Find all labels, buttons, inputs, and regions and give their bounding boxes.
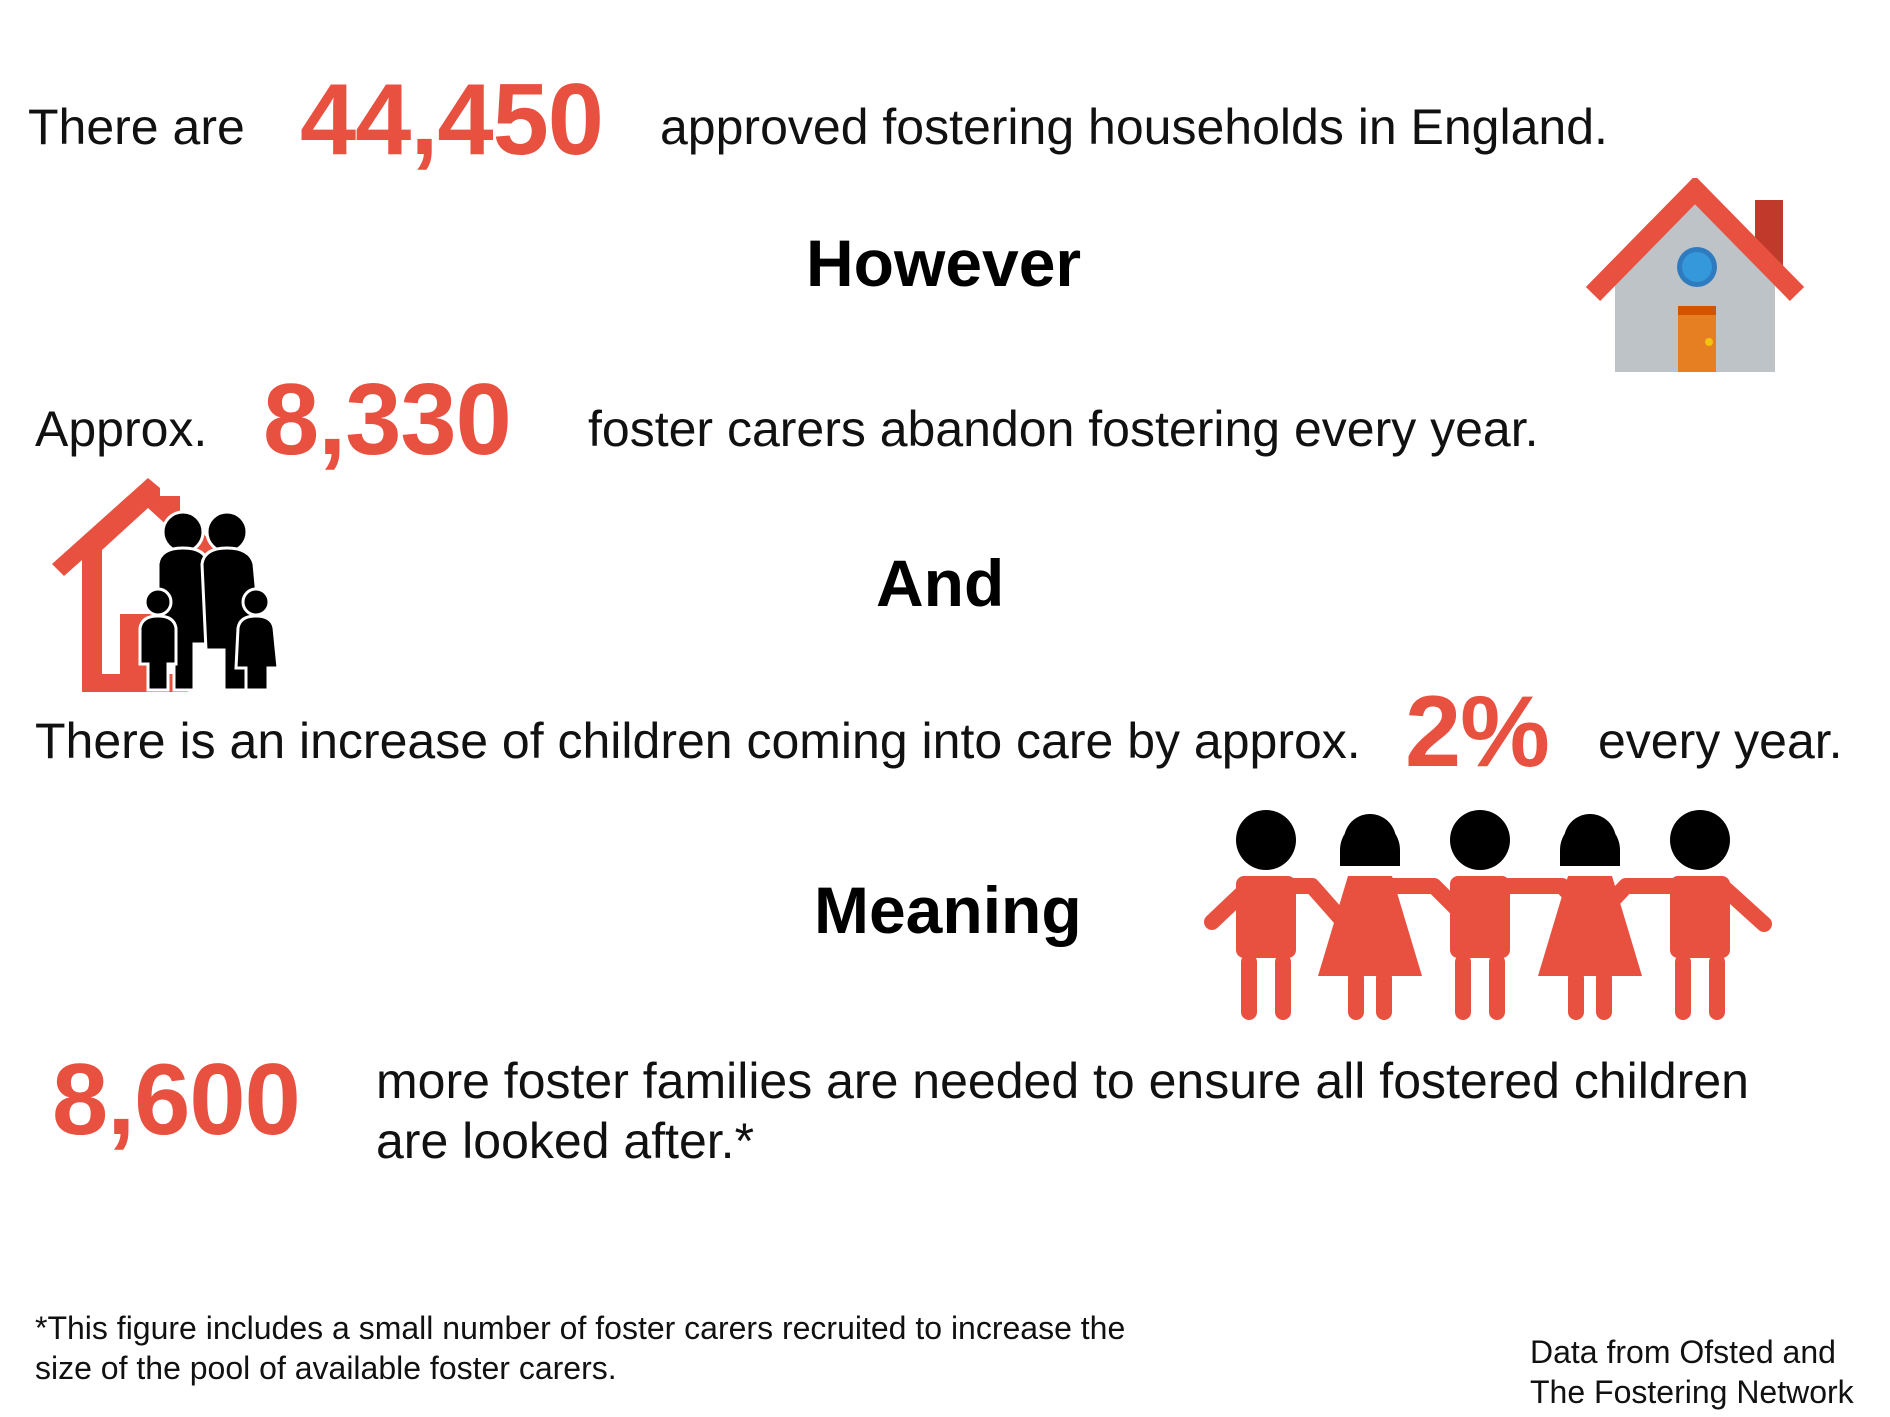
heading-meaning: Meaning	[814, 873, 1082, 947]
carers-leaving-count: 8,330	[263, 364, 512, 476]
families-needed-count: 8,600	[52, 1044, 301, 1156]
line4-suffix-line2: are looked after.*	[376, 1113, 755, 1169]
line2-suffix: foster carers abandon fostering every ye…	[588, 401, 1539, 457]
footnote-line1: *This figure includes a small number of …	[35, 1310, 1126, 1346]
line1-prefix: There are	[28, 99, 245, 155]
heading-and: And	[876, 546, 1005, 620]
increase-percent: 2%	[1405, 676, 1550, 788]
footnote: *This figure includes a small number of …	[35, 1308, 1125, 1388]
line2-prefix: Approx.	[35, 401, 208, 457]
family-home-icon	[52, 478, 280, 692]
line4-suffix-line1: more foster families are needed to ensur…	[376, 1053, 1749, 1109]
heading-however: However	[806, 226, 1082, 300]
households-count: 44,450	[300, 64, 604, 176]
children-holding-hands-icon	[1204, 810, 1772, 1020]
house-icon	[1585, 178, 1805, 372]
line3-prefix: There is an increase of children coming …	[35, 713, 1361, 769]
line1-suffix: approved fostering households in England…	[660, 99, 1608, 155]
line3-suffix: every year.	[1598, 713, 1843, 769]
data-source: Data from Ofsted and The Fostering Netwo…	[1530, 1332, 1854, 1412]
data-source-line1: Data from Ofsted and	[1530, 1334, 1836, 1370]
data-source-line2: The Fostering Network	[1530, 1374, 1854, 1410]
footnote-line2: size of the pool of available foster car…	[35, 1350, 617, 1386]
